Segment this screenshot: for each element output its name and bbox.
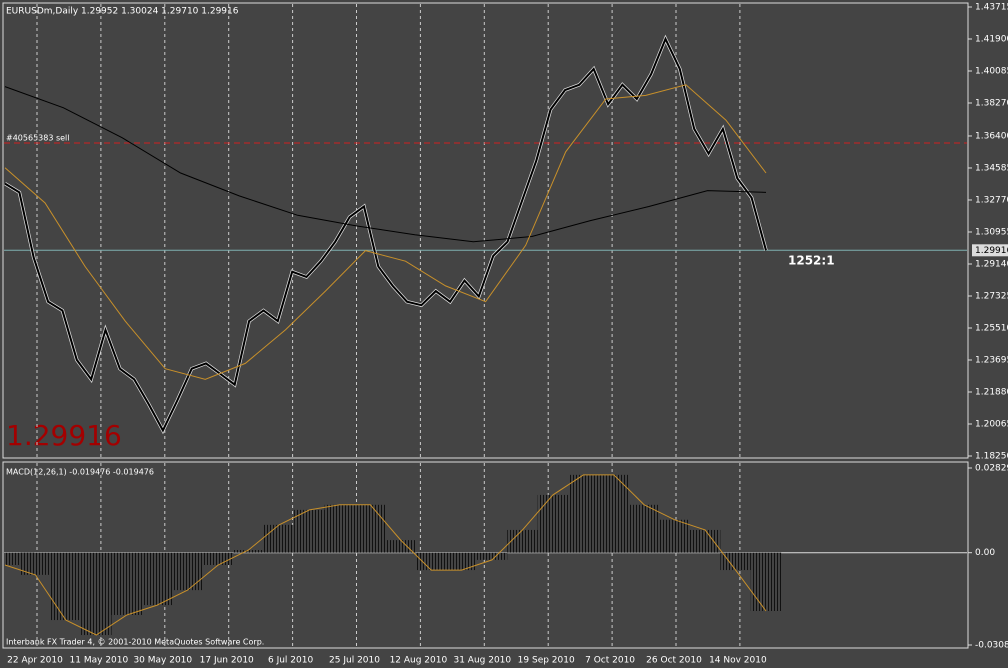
y-tick-label: 1.34585 bbox=[975, 163, 1008, 173]
y-tick-label: 1.38270 bbox=[975, 99, 1008, 109]
x-tick-label: 7 Oct 2010 bbox=[585, 656, 635, 666]
macd-bar bbox=[202, 552, 234, 565]
macd-bar bbox=[659, 519, 690, 553]
x-tick-label: 14 Nov 2010 bbox=[709, 656, 767, 666]
y-tick-label: 1.40085 bbox=[975, 67, 1008, 77]
macd-panel bbox=[2, 461, 969, 649]
ratio-label: 1252:1 bbox=[788, 254, 835, 268]
macd-bar bbox=[141, 552, 173, 606]
macd-bar bbox=[629, 504, 660, 553]
y-tick-label: 1.25510 bbox=[975, 323, 1008, 333]
macd-bar bbox=[598, 474, 630, 553]
macd-bar bbox=[233, 550, 264, 553]
y-tick-label: 1.43715 bbox=[975, 3, 1008, 13]
macd-bar bbox=[263, 524, 295, 553]
y-tick-label: 1.21880 bbox=[975, 387, 1008, 397]
y-tick-label: 0.00 bbox=[975, 548, 995, 558]
x-tick-label: 19 Sep 2010 bbox=[518, 656, 575, 666]
big-price: 1.29916 bbox=[6, 419, 122, 452]
x-tick-label: 6 Jul 2010 bbox=[268, 656, 313, 666]
macd-bar bbox=[172, 552, 203, 591]
x-tick-label: 17 Jun 2010 bbox=[200, 656, 254, 666]
macd-bar bbox=[324, 504, 356, 553]
x-tick-label: 26 Oct 2010 bbox=[646, 656, 702, 666]
macd-bar bbox=[568, 474, 599, 553]
macd-line bbox=[4, 474, 767, 636]
symbol-title: EURUSDm,Daily 1.29952 1.30024 1.29710 1.… bbox=[6, 7, 239, 17]
price bbox=[4, 36, 767, 433]
macd-bar bbox=[750, 552, 782, 612]
x-tick-label: 31 Aug 2010 bbox=[453, 656, 511, 666]
y-tick-label: -0.03083 bbox=[975, 641, 1008, 651]
y-tick-label: 1.41900 bbox=[975, 35, 1008, 45]
x-tick-label: 11 May 2010 bbox=[70, 656, 129, 666]
footer: Interbank FX Trader 4, © 2001-2010 MetaQ… bbox=[6, 638, 264, 647]
macd-bar bbox=[355, 504, 386, 553]
y-tick-label: 1.30955 bbox=[975, 227, 1008, 237]
macd-bar bbox=[689, 529, 721, 553]
macd-bar bbox=[81, 552, 112, 636]
order-label: #40565383 sell bbox=[6, 134, 70, 143]
y-tick-label: 1.20065 bbox=[975, 419, 1008, 429]
bid-label: 1.29916 bbox=[975, 246, 1008, 256]
x-tick-label: 25 Jul 2010 bbox=[329, 656, 380, 666]
macd-bar bbox=[20, 552, 51, 575]
y-tick-label: 1.36400 bbox=[975, 131, 1008, 141]
ma-slow bbox=[4, 86, 767, 243]
x-tick-label: 22 Apr 2010 bbox=[7, 656, 63, 666]
x-tick-label: 30 May 2010 bbox=[133, 656, 192, 666]
x-tick-label: 12 Aug 2010 bbox=[390, 656, 448, 666]
macd-bar bbox=[294, 509, 325, 553]
main-panel bbox=[2, 2, 969, 459]
y-tick-label: 1.32770 bbox=[975, 195, 1008, 205]
y-tick-label: 1.27325 bbox=[975, 291, 1008, 301]
y-tick-label: 1.29140 bbox=[975, 259, 1008, 269]
macd-title: MACD(12,26,1) -0.019476 -0.019476 bbox=[6, 468, 154, 477]
macd-bar bbox=[507, 529, 538, 553]
y-tick-label: 0.02829 bbox=[975, 464, 1008, 474]
ma-fast bbox=[4, 84, 767, 380]
y-tick-label: 1.23695 bbox=[975, 355, 1008, 365]
bid-box bbox=[972, 244, 1008, 257]
macd-bar bbox=[415, 552, 447, 571]
macd-bar bbox=[111, 552, 142, 615]
macd-bar bbox=[50, 552, 82, 621]
macd-bar bbox=[537, 494, 569, 553]
macd-bar bbox=[720, 552, 751, 571]
macd-bar bbox=[385, 540, 416, 553]
macd-bar bbox=[476, 552, 508, 560]
macd-bar bbox=[446, 552, 477, 571]
